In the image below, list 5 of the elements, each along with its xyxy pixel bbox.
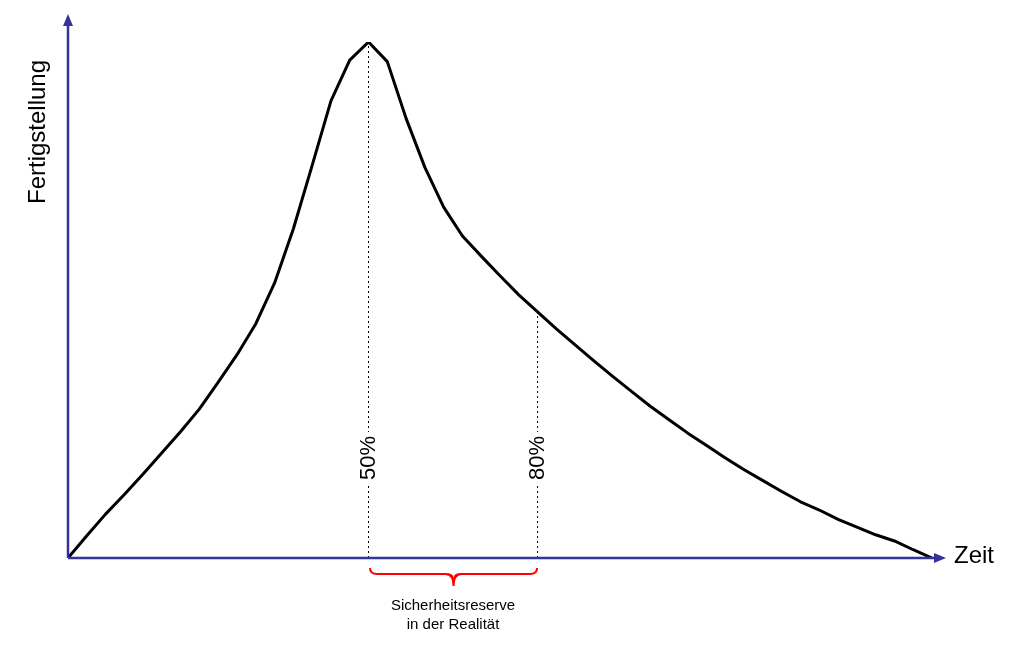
x-tick-label: 80% xyxy=(523,435,549,481)
text: Sicherheitsreserve in der Realität xyxy=(390,595,516,632)
y-axis-title: Fertigstellung xyxy=(22,59,50,205)
x-axis-title: Zeit xyxy=(954,540,995,568)
x-tick-label: 50% xyxy=(354,435,380,481)
